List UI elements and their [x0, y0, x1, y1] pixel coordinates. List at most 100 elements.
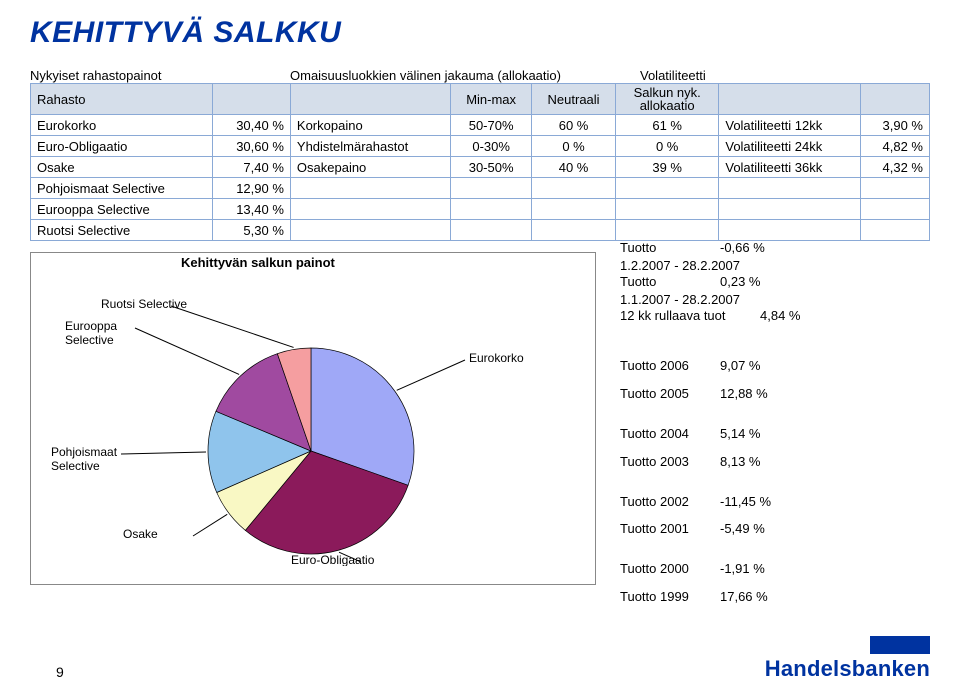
table-cell: Osakepaino — [290, 157, 450, 178]
pie-label: Osake — [123, 527, 158, 541]
page-number: 9 — [56, 664, 64, 680]
table-cell — [615, 178, 718, 199]
table-cell: 30,40 % — [212, 115, 290, 136]
rolling-k: 12 kk rullaava tuot — [620, 308, 760, 325]
yearly-k: Tuotto 2006 — [620, 358, 720, 375]
table-cell — [451, 199, 532, 220]
rolling-v: 4,84 % — [760, 308, 850, 325]
table-cell — [860, 220, 929, 241]
table-cell: 7,40 % — [212, 157, 290, 178]
table-cell — [860, 199, 929, 220]
pie-label: PohjoismaatSelective — [51, 445, 118, 473]
chart-title: Kehittyvän salkun painot — [181, 255, 595, 270]
table-cell: 60 % — [532, 115, 616, 136]
pie-label: Ruotsi Selective — [101, 297, 187, 311]
table-cell: 0 % — [532, 136, 616, 157]
table-cell: Yhdistelmärahastot — [290, 136, 450, 157]
table-row: Eurooppa Selective13,40 % — [31, 199, 930, 220]
yearly-row: Tuotto 20069,07 % — [620, 358, 920, 375]
slide: KEHITTYVÄ SALKKU Nykyiset rahastopainot … — [0, 0, 960, 696]
table-cell: 40 % — [532, 157, 616, 178]
yearly-k: Tuotto 2004 — [620, 426, 720, 443]
date-range-2: 1.1.2007 - 28.2.2007 — [620, 292, 920, 307]
table-cell: 3,90 % — [860, 115, 929, 136]
table-row: Euro-Obligaatio30,60 %Yhdistelmärahastot… — [31, 136, 930, 157]
ret-k: Tuotto — [620, 274, 720, 291]
yearly-v: 17,66 % — [720, 589, 810, 606]
yearly-k: Tuotto 2000 — [620, 561, 720, 578]
subheader-right: Volatiliteetti — [640, 68, 910, 83]
table-cell: Eurokorko — [31, 115, 213, 136]
yearly-v: 5,14 % — [720, 426, 810, 443]
table-cell — [719, 199, 861, 220]
hdr-neutraali: Neutraali — [532, 84, 616, 115]
table-cell — [451, 178, 532, 199]
ret-v: -0,66 % — [720, 240, 810, 257]
hdr-blank4 — [860, 84, 929, 115]
hdr-blank2 — [290, 84, 450, 115]
table-cell: 30,60 % — [212, 136, 290, 157]
returns-yearly: Tuotto 20069,07 %Tuotto 200512,88 %Tuott… — [620, 358, 920, 606]
table-cell: Eurooppa Selective — [31, 199, 213, 220]
brand-text: Handelsbanken — [765, 656, 930, 681]
yearly-v: -11,45 % — [720, 494, 810, 511]
table-cell: 50-70% — [451, 115, 532, 136]
table-cell — [719, 220, 861, 241]
yearly-row: Tuotto 20038,13 % — [620, 454, 920, 471]
subheader-mid: Omaisuusluokkien välinen jakauma (alloka… — [290, 68, 640, 83]
leader-line — [397, 360, 465, 390]
table-cell: 61 % — [615, 115, 718, 136]
table-cell: 5,30 % — [212, 220, 290, 241]
table-cell: 0 % — [615, 136, 718, 157]
hdr-minmax: Min-max — [451, 84, 532, 115]
table-cell: 4,32 % — [860, 157, 929, 178]
subheader-left: Nykyiset rahastopainot — [30, 68, 290, 83]
table-row: Osake7,40 %Osakepaino30-50%40 %39 %Volat… — [31, 157, 930, 178]
table-cell — [451, 220, 532, 241]
yearly-v: 9,07 % — [720, 358, 810, 375]
table-cell — [290, 220, 450, 241]
page-title: KEHITTYVÄ SALKKU — [30, 16, 930, 50]
table-cell: Volatiliteetti 12kk — [719, 115, 861, 136]
table-cell: 12,90 % — [212, 178, 290, 199]
table-cell — [290, 199, 450, 220]
yearly-v: -1,91 % — [720, 561, 810, 578]
hdr-blank1 — [212, 84, 290, 115]
table-cell: Euro-Obligaatio — [31, 136, 213, 157]
leader-line — [171, 306, 294, 347]
hdr-blank3 — [719, 84, 861, 115]
hdr-salkun-l2: allokaatio — [622, 98, 712, 113]
table-cell — [615, 220, 718, 241]
yearly-k: Tuotto 1999 — [620, 589, 720, 606]
yearly-row: Tuotto 2002-11,45 % — [620, 494, 920, 511]
table-cell: Volatiliteetti 24kk — [719, 136, 861, 157]
table-header-row: Rahasto Min-max Neutraali Salkun nyk. al… — [31, 84, 930, 115]
table-cell: 4,82 % — [860, 136, 929, 157]
brand-bar-icon — [870, 636, 930, 654]
table-cell: 0-30% — [451, 136, 532, 157]
table-cell: 39 % — [615, 157, 718, 178]
yearly-row: Tuotto 2000-1,91 % — [620, 561, 920, 578]
table-cell — [532, 178, 616, 199]
allocation-table: Rahasto Min-max Neutraali Salkun nyk. al… — [30, 83, 930, 241]
table-cell: Pohjoismaat Selective — [31, 178, 213, 199]
yearly-k: Tuotto 2002 — [620, 494, 720, 511]
table-cell: Ruotsi Selective — [31, 220, 213, 241]
table-cell: 30-50% — [451, 157, 532, 178]
pie-chart: EurokorkoEuro-ObligaatioOsakePohjoismaat… — [31, 276, 591, 566]
table-cell: Volatiliteetti 36kk — [719, 157, 861, 178]
yearly-k: Tuotto 2003 — [620, 454, 720, 471]
yearly-row: Tuotto 199917,66 % — [620, 589, 920, 606]
subheader: Nykyiset rahastopainot Omaisuusluokkien … — [30, 68, 930, 83]
table-cell — [532, 199, 616, 220]
yearly-k: Tuotto 2005 — [620, 386, 720, 403]
yearly-v: -5,49 % — [720, 521, 810, 538]
table-cell — [615, 199, 718, 220]
table-cell: Osake — [31, 157, 213, 178]
yearly-row: Tuotto 2001-5,49 % — [620, 521, 920, 538]
table-cell: Korkopaino — [290, 115, 450, 136]
leader-line — [121, 452, 206, 454]
yearly-v: 8,13 % — [720, 454, 810, 471]
table-cell — [860, 178, 929, 199]
row-rolling: 12 kk rullaava tuot 4,84 % — [620, 308, 920, 325]
